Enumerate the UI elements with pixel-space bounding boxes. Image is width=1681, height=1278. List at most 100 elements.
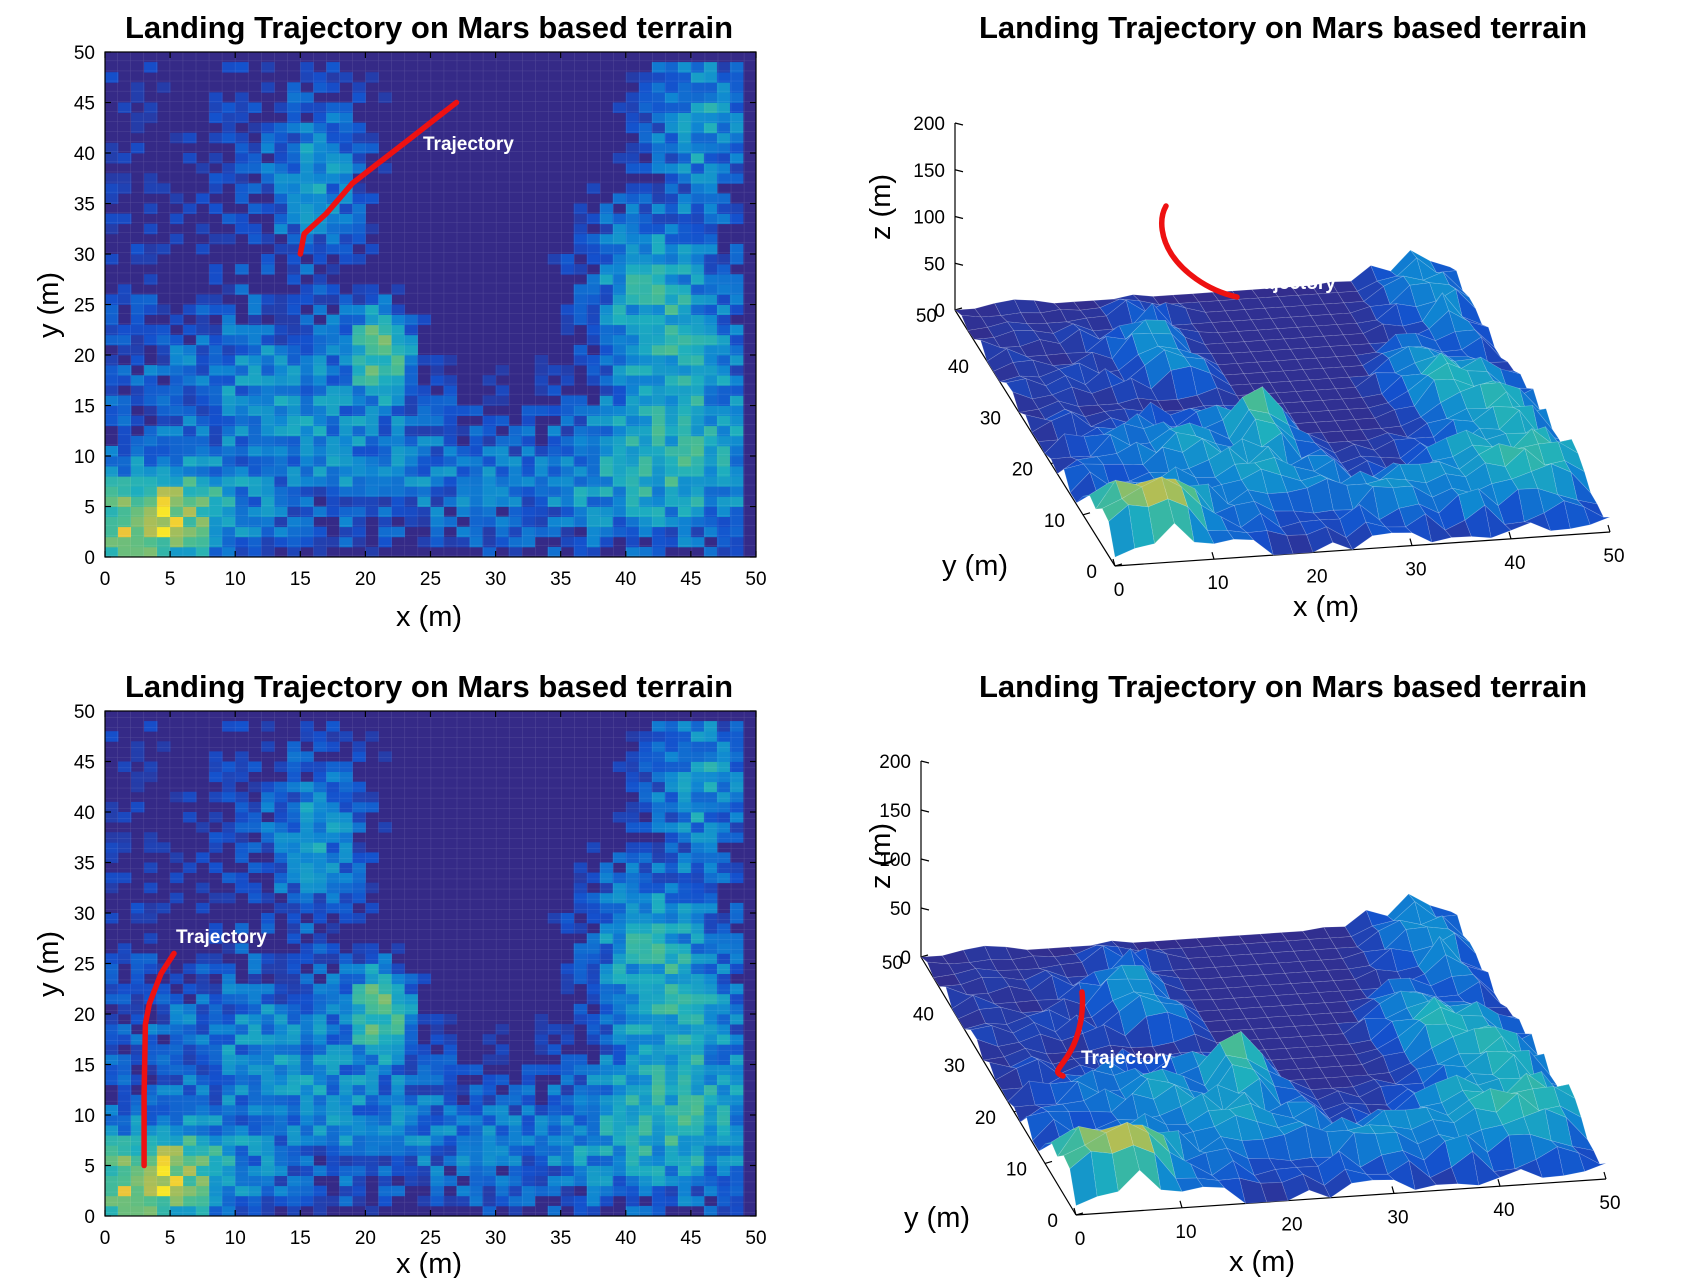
x-tick-label: 40 bbox=[615, 1228, 636, 1249]
y-tick-label: 0 bbox=[84, 548, 95, 569]
x-tick-mark bbox=[1508, 531, 1512, 539]
x-tick-label: 40 bbox=[1504, 553, 1525, 574]
surface-face bbox=[1436, 270, 1464, 292]
x-tick-mark bbox=[1073, 1207, 1077, 1216]
top-right-ylabel: y (m) bbox=[942, 550, 1008, 582]
x-tick-mark bbox=[1391, 1186, 1395, 1194]
y-tick-label: 40 bbox=[948, 357, 969, 378]
x-tick-label: 40 bbox=[1493, 1200, 1514, 1221]
y-tick-label: 10 bbox=[74, 447, 95, 468]
bottom-left-axes: 0 5 10 15 20 25 30 35 40 45 50 0 5 10 15 20 25 30 35 40 45 50 bbox=[74, 702, 767, 1249]
surface-face bbox=[1467, 320, 1496, 349]
x-tick-label: 50 bbox=[1599, 1193, 1620, 1214]
y-tick-mark bbox=[920, 954, 929, 958]
z-tick-label: 100 bbox=[913, 208, 945, 229]
x-tick-label: 35 bbox=[550, 569, 571, 590]
bottom-left-xlabel: x (m) bbox=[396, 1248, 462, 1278]
x-tick-label: 10 bbox=[225, 569, 246, 590]
y-tick-label: 30 bbox=[74, 245, 95, 266]
x-tick-label: 0 bbox=[100, 1228, 111, 1249]
x-tick-mark bbox=[1603, 1171, 1607, 1180]
z-tick-label: 200 bbox=[913, 114, 945, 135]
top-left-xlabel: x (m) bbox=[396, 601, 462, 633]
y-tick-label: 0 bbox=[1086, 562, 1097, 583]
y-tick-label: 45 bbox=[74, 753, 95, 774]
z-tick-label: 50 bbox=[924, 254, 945, 275]
z-tick-mark bbox=[954, 169, 964, 173]
surface-face bbox=[1563, 459, 1592, 494]
y-tick-label: 45 bbox=[74, 94, 95, 115]
x-tick-label: 0 bbox=[1114, 580, 1125, 601]
z-tick-label: 200 bbox=[879, 752, 911, 773]
y-tick-mark bbox=[1075, 1212, 1084, 1216]
x-tick-label: 15 bbox=[290, 1228, 311, 1249]
x-tick-mark bbox=[1112, 558, 1116, 567]
x-tick-label: 30 bbox=[1387, 1207, 1408, 1228]
y-tick-label: 5 bbox=[84, 498, 95, 519]
y-tick-label: 0 bbox=[84, 1207, 95, 1228]
top-right-title: Landing Trajectory on Mars based terrain bbox=[979, 10, 1587, 45]
bottom-right-trajectory-label: Trajectory bbox=[1081, 1048, 1172, 1069]
panel-top-right: Landing Trajectory on Mars based terrain… bbox=[865, 10, 1625, 623]
x-tick-label: 25 bbox=[420, 569, 441, 590]
y-tick-mark bbox=[1082, 512, 1091, 516]
y-tick-label: 35 bbox=[74, 195, 95, 216]
y-tick-label: 30 bbox=[980, 408, 1001, 429]
top-right-zlabel: z (m) bbox=[865, 174, 897, 240]
top-right-xlabel: x (m) bbox=[1293, 591, 1359, 623]
y-tick-label: 10 bbox=[1006, 1159, 1027, 1180]
surface-face bbox=[1559, 1105, 1588, 1140]
top-left-axes: 0 5 10 15 20 25 30 35 40 45 50 0 5 10 15 20 25 30 35 40 45 50 bbox=[74, 43, 767, 590]
surface-face bbox=[1565, 1116, 1595, 1151]
top-right-trajectory-line bbox=[1159, 203, 1240, 300]
z-tick-mark bbox=[920, 809, 930, 813]
x-tick-label: 15 bbox=[290, 569, 311, 590]
bottom-right-surface bbox=[920, 893, 1607, 1207]
x-tick-mark bbox=[1497, 1179, 1501, 1187]
surface-face bbox=[1578, 1152, 1607, 1172]
y-tick-label: 25 bbox=[74, 296, 95, 317]
x-tick-label: 10 bbox=[225, 1228, 246, 1249]
y-tick-label: 20 bbox=[1012, 460, 1033, 481]
bottom-left-trajectory-label: Trajectory bbox=[176, 927, 267, 948]
x-tick-label: 45 bbox=[680, 1228, 701, 1249]
y-tick-label: 15 bbox=[74, 1056, 95, 1077]
x-tick-mark bbox=[1607, 524, 1611, 533]
z-tick-mark bbox=[954, 122, 964, 126]
top-right-trajectory-label: Trajectory bbox=[1245, 273, 1336, 294]
y-tick-label: 50 bbox=[74, 702, 95, 723]
x-tick-label: 45 bbox=[680, 569, 701, 590]
x-tick-label: 50 bbox=[1603, 546, 1624, 567]
surface-face bbox=[1553, 1085, 1582, 1118]
surface-face bbox=[1557, 441, 1585, 473]
x-tick-mark bbox=[1211, 552, 1215, 560]
bottom-left-gridlines bbox=[105, 711, 756, 1216]
y-tick-label: 50 bbox=[882, 953, 903, 974]
y-tick-label: 20 bbox=[74, 1005, 95, 1026]
surface-face bbox=[1462, 316, 1489, 328]
panel-bottom-right: Landing Trajectory on Mars based terrain… bbox=[865, 669, 1621, 1278]
bottom-right-zlabel: z (m) bbox=[865, 823, 897, 889]
y-tick-label: 50 bbox=[74, 43, 95, 64]
x-tick-label: 50 bbox=[745, 569, 766, 590]
x-tick-mark bbox=[1179, 1200, 1183, 1208]
y-tick-label: 30 bbox=[944, 1056, 965, 1077]
y-tick-label: 50 bbox=[916, 306, 937, 327]
x-tick-label: 10 bbox=[1207, 573, 1228, 594]
z-tick-mark bbox=[954, 215, 964, 220]
y-tick-label: 30 bbox=[74, 904, 95, 925]
z-tick-mark bbox=[920, 858, 930, 862]
x-tick-label: 35 bbox=[550, 1228, 571, 1249]
z-tick-label: 150 bbox=[913, 161, 945, 182]
x-tick-label: 25 bbox=[420, 1228, 441, 1249]
top-left-ylabel: y (m) bbox=[33, 272, 65, 338]
top-left-gridlines bbox=[105, 52, 756, 557]
y-tick-label: 40 bbox=[74, 803, 95, 824]
x-axis-line bbox=[1075, 1178, 1607, 1216]
surface-face bbox=[1455, 288, 1483, 326]
bottom-left-trajectory-line bbox=[141, 950, 177, 1169]
x-tick-mark bbox=[1409, 538, 1413, 546]
top-left-trajectory-line bbox=[297, 99, 460, 257]
x-tick-label: 20 bbox=[355, 1228, 376, 1249]
